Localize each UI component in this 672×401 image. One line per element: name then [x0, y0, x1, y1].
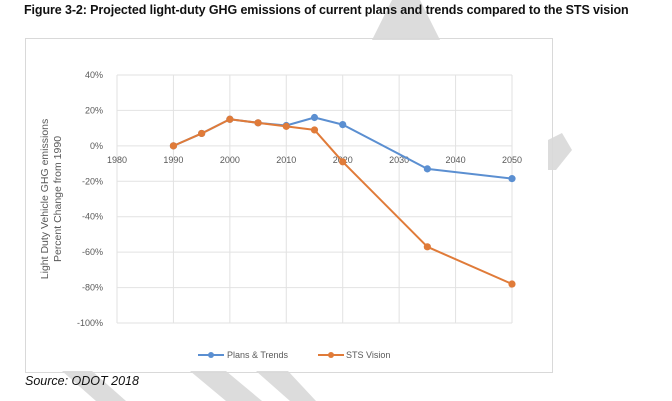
data-point[interactable] [423, 243, 431, 251]
data-point[interactable] [508, 175, 516, 183]
x-tick-label: 1990 [163, 155, 183, 165]
data-point[interactable] [310, 113, 319, 122]
watermark-stroke-top [372, 0, 440, 40]
data-point[interactable] [508, 280, 516, 288]
chart-frame [25, 38, 553, 373]
y-axis-title-line-1: Light Duty Vehicle GHG emissions [39, 119, 51, 279]
legend-marker-sts-vision [328, 352, 334, 358]
watermark-stroke-bottom-3 [256, 371, 316, 401]
figure-title: Figure 3-2: Projected light-duty GHG emi… [24, 3, 629, 17]
data-point[interactable] [198, 129, 206, 138]
gridlines [116, 74, 513, 324]
data-point[interactable] [169, 142, 178, 150]
y-axis-ticks: 40% 20% 0% -20% -40% -60% -80% -100% [77, 70, 103, 328]
x-tick-label: 2000 [220, 155, 240, 165]
series-sts-vision [169, 115, 516, 288]
y-tick-label: -100% [77, 318, 103, 328]
data-point[interactable] [226, 115, 234, 123]
x-tick-label: 2040 [446, 155, 466, 165]
y-tick-label: 20% [85, 105, 103, 115]
figure-source: Source: ODOT 2018 [25, 374, 139, 388]
y-axis-title-line-2: Percent Change from 1990 [52, 136, 64, 262]
y-tick-label: 0% [90, 141, 103, 151]
legend-marker-plans-trends [208, 352, 214, 358]
y-tick-label: -40% [82, 212, 103, 222]
legend-item-sts-vision[interactable]: STS Vision [318, 350, 390, 360]
data-point[interactable] [339, 121, 347, 129]
data-point[interactable] [254, 119, 262, 127]
y-axis-title: Light Duty Vehicle GHG emissions Percent… [39, 119, 64, 279]
x-tick-label: 2050 [502, 155, 522, 165]
y-tick-label: 40% [85, 70, 103, 80]
y-tick-label: -80% [82, 283, 103, 293]
x-tick-label: 2010 [276, 155, 296, 165]
x-axis-ticks: 19801990200020102020203020402050 [107, 155, 522, 165]
legend-label-plans-trends: Plans & Trends [227, 350, 289, 360]
legend: Plans & Trends STS Vision [198, 350, 390, 360]
y-tick-label: -20% [82, 176, 103, 186]
legend-item-plans-trends[interactable]: Plans & Trends [198, 350, 289, 360]
x-tick-label: 1980 [107, 155, 127, 165]
x-tick-label: 2030 [389, 155, 409, 165]
watermark-stroke-right [548, 133, 572, 170]
data-point[interactable] [282, 122, 290, 130]
data-point[interactable] [339, 158, 347, 166]
watermark-stroke-bottom-1 [62, 371, 126, 401]
series-layer [169, 113, 516, 288]
y-tick-label: -60% [82, 247, 103, 257]
data-point[interactable] [423, 165, 431, 173]
legend-label-sts-vision: STS Vision [346, 350, 390, 360]
watermark-stroke-bottom-2 [190, 371, 262, 401]
data-point[interactable] [310, 126, 319, 134]
